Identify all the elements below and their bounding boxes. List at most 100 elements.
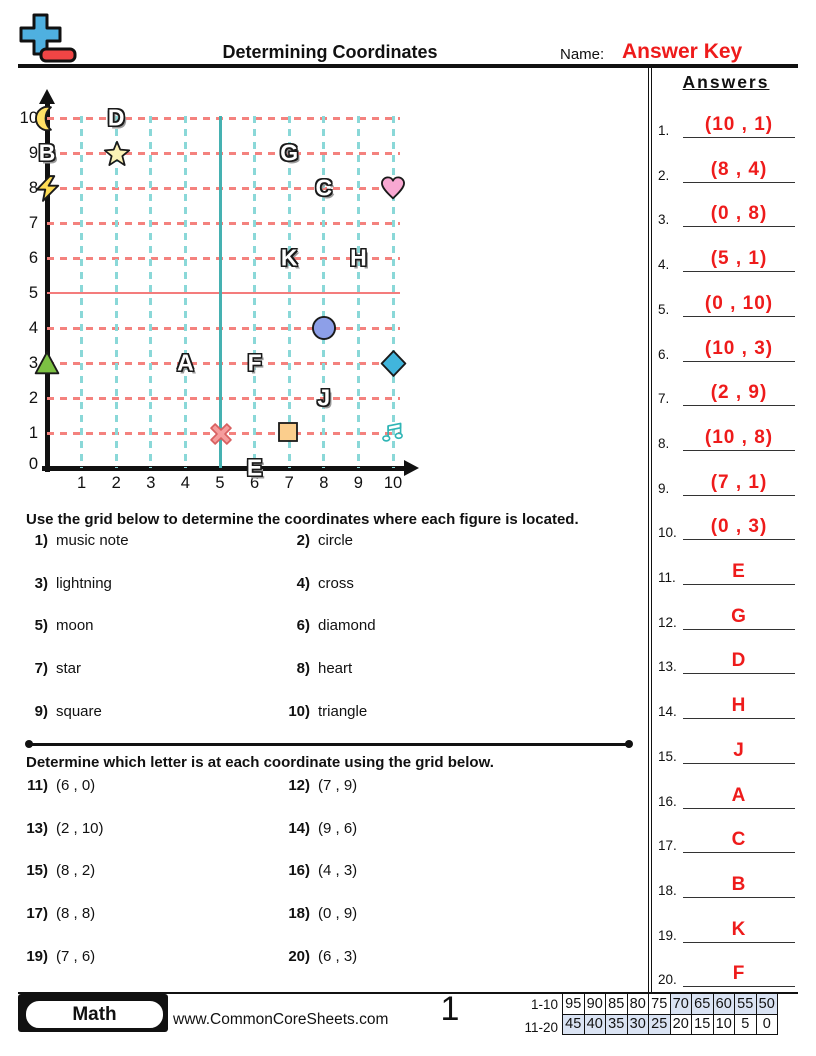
answer-item: 18. B [656,870,798,898]
answer-blank: (2 , 9) [683,381,795,407]
grade-cell: 85 [605,993,628,1015]
grade-cell: 70 [669,993,692,1015]
website-url: www.CommonCoreSheets.com [173,1011,389,1028]
commoncoresheets-logo [14,12,78,71]
name-label: Name: [560,46,605,63]
grade-cell: 20 [669,1013,692,1035]
heart-icon [380,175,406,201]
answer-item: 10. (0 , 3) [656,512,798,541]
answer-value: (0 , 8) [710,203,768,225]
answer-number: 13. [658,659,677,675]
grade-cell: 80 [626,993,649,1015]
question-text: (4 , 3) [318,862,358,880]
answer-value: (0 , 10) [704,292,774,314]
gridline-v-10 [391,116,395,468]
grade-row: 95 90 85 80 75 70 65 60 55 50 [562,993,778,1015]
answer-item: 8. (10 , 8) [656,423,798,451]
question-number: 3) [34,574,48,592]
question-number: 12) [288,777,310,794]
minus-icon [39,47,77,63]
gridline-h-6 [47,256,400,260]
x-tick-7: 7 [284,474,294,492]
question-text: moon [56,617,94,635]
answer-item: 12. G [656,602,798,630]
answer-blank: C [683,828,795,854]
page-title: Determining Coordinates [222,42,438,62]
grade-cell: 30 [626,1013,649,1035]
y-tick-3: 3 [28,354,38,372]
answer-value: E [732,561,746,582]
answer-number: 6. [658,346,670,362]
lightning-icon [34,175,60,202]
answer-value: A [731,784,747,806]
x-tick-2: 2 [111,474,121,492]
answer-blank: F [683,962,795,988]
x-tick-8: 8 [319,474,329,492]
answer-blank: D [683,649,795,675]
y-tick-7: 7 [28,214,38,232]
answer-number: 4. [658,257,670,273]
gridline-v-3 [149,116,153,468]
footer-rule [18,992,798,994]
y-tick-5: 5 [28,284,38,302]
answer-value: (8 , 4) [710,158,768,180]
answer-item: 13. D [656,646,798,675]
question-number: 11) [27,777,48,794]
x-tick-5: 5 [215,474,225,492]
grade-row: 45 40 35 30 25 20 15 10 5 0 [562,1013,778,1035]
question-number: 1) [34,532,48,549]
answer-number: 3. [658,212,670,228]
answer-blank: G [683,605,795,630]
question-text: circle [318,532,354,549]
question-text: (8 , 8) [56,905,96,923]
question-number: 18) [288,905,310,923]
answer-blank: (0 , 10) [683,292,795,317]
answer-item: 3. (0 , 8) [656,199,798,228]
answer-value: K [731,918,747,940]
grade-cell: 10 [712,1013,735,1035]
x-tick-3: 3 [146,474,156,492]
grade-cell: 15 [691,1013,714,1035]
section2-instructions: Determine which letter is at each coordi… [26,754,494,771]
answer-number: 2. [658,167,670,183]
grid-letter-G: G [280,139,299,166]
question-text: (7 , 9) [318,777,358,794]
music-note-icon [380,420,406,446]
answer-item: 14. H [656,691,798,720]
grade-cell: 0 [755,1013,778,1035]
moon-icon [34,105,60,132]
question-text: (9 , 6) [318,819,358,837]
square-icon [276,420,302,446]
answer-item: 11. E [656,557,798,585]
gridline-v-5 [218,116,222,468]
question-number: 20) [288,947,310,965]
grade-row-label: 1-10 [530,997,558,1012]
gridline-h-3 [47,361,400,365]
header-rule [18,64,798,68]
y-axis [44,103,50,472]
answer-blank: A [683,784,795,809]
x-tick-10: 10 [383,474,403,492]
y-tick-2: 2 [28,389,38,407]
question-text: star [56,660,82,678]
answer-value: D [731,650,747,672]
answer-item: 20. F [656,959,798,988]
answer-number: 11. [658,570,676,585]
subject-pill: Math [24,999,165,1030]
answer-value: F [732,963,746,985]
question-text: square [56,702,102,720]
answer-blank: H [683,694,795,720]
grade-cell: 45 [562,1013,585,1035]
answer-number: 9. [658,480,670,496]
answer-number: 19. [658,927,677,943]
grade-cell: 55 [734,993,757,1015]
answer-value: G [731,605,747,627]
grid-letter-D: D [107,104,125,131]
question-text: (7 , 6) [56,947,96,965]
grid-letter-C: C [315,174,333,201]
answer-number: 7. [658,391,670,407]
page-number: 1 [440,990,460,1028]
answers-divider [648,67,652,993]
section1-instructions: Use the grid below to determine the coor… [26,511,579,528]
gridline-h-2 [47,396,400,400]
